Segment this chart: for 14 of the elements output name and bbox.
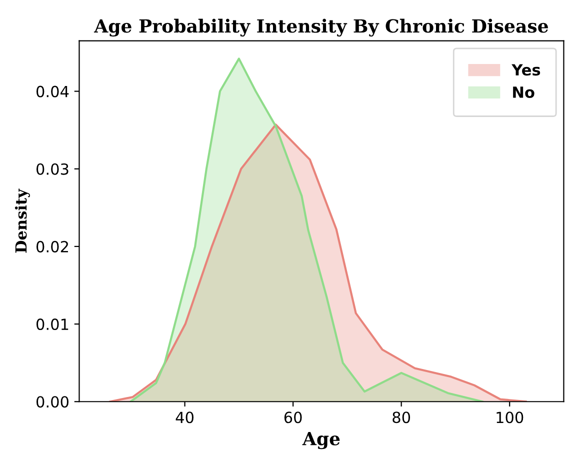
y-tick-label: 0.03 (36, 163, 68, 175)
x-tick-label: 60 (284, 412, 302, 424)
y-tick-label: 0.02 (36, 240, 68, 252)
y-tick-label: 0.01 (36, 318, 68, 330)
x-axis-title: Age (302, 432, 340, 450)
x-tick-label: 40 (176, 412, 194, 424)
chart-title: Age Probability Intensity By Chronic Disease (94, 18, 548, 37)
y-tick-label: 0.04 (36, 86, 69, 98)
y-tick-label: 0.00 (36, 396, 68, 408)
x-tick-label: 100 (496, 412, 524, 424)
y-axis-title: Density (14, 188, 30, 253)
legend-label: No (513, 86, 534, 98)
legend-label: Yes (512, 64, 540, 76)
x-tick-label: 80 (392, 412, 410, 424)
